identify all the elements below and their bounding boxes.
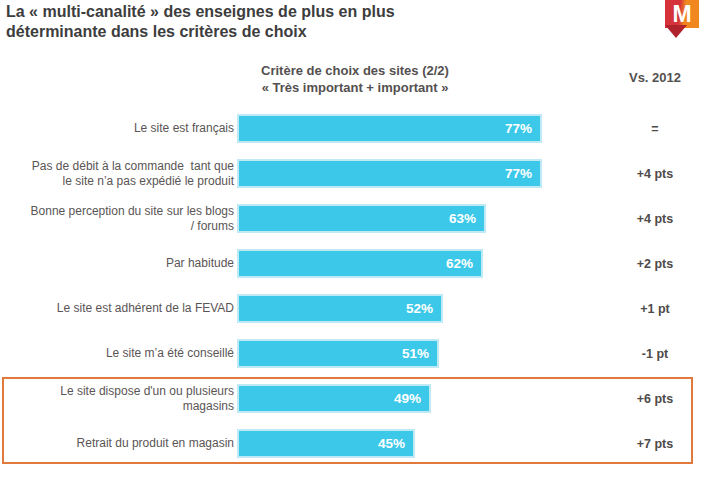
bar: 49% xyxy=(237,384,431,413)
bar-value-label: 51% xyxy=(402,346,437,361)
vs-2012-value: -1 pt xyxy=(592,347,718,361)
logo-arrow-icon xyxy=(665,25,687,38)
row-label: Retrait du produit en magasin xyxy=(0,436,234,451)
bar: 62% xyxy=(237,249,483,278)
chart-row: Pas de débit à la commande tant que le s… xyxy=(0,151,718,196)
bar-track: 52% xyxy=(237,294,592,323)
bar: 52% xyxy=(237,294,443,323)
slide: La « multi-canalité » des enseignes de p… xyxy=(0,0,718,483)
chart-row: Le site est français 77% = xyxy=(0,106,718,151)
vs-2012-value: +7 pts xyxy=(592,437,718,451)
bar-value-label: 77% xyxy=(505,121,540,136)
chart-row: Par habitude 62% +2 pts xyxy=(0,241,718,286)
bar-track: 62% xyxy=(237,249,592,278)
bar-track: 51% xyxy=(237,339,592,368)
mediametrie-logo: M xyxy=(665,0,699,40)
row-label: Le site est français xyxy=(0,121,234,136)
bar-value-label: 77% xyxy=(505,166,540,181)
chart-title: Critère de choix des sites (2/2) « Très … xyxy=(180,62,530,96)
bar-track: 77% xyxy=(237,159,592,188)
chart-row-highlighted: Le site dispose d'un ou plusieurs magasi… xyxy=(0,376,718,421)
bar-value-label: 52% xyxy=(406,301,441,316)
row-label: Le site dispose d'un ou plusieurs magasi… xyxy=(0,384,234,414)
row-label: Le site m’a été conseillé xyxy=(0,346,234,361)
vs-2012-value: +4 pts xyxy=(592,212,718,226)
bar-track: 63% xyxy=(237,204,592,233)
bar-track: 45% xyxy=(237,429,592,458)
bar-value-label: 45% xyxy=(378,436,413,451)
chart-row: Bonne perception du site sur les blogs /… xyxy=(0,196,718,241)
chart-row: Le site est adhérent de la FEVAD 52% +1 … xyxy=(0,286,718,331)
bar: 45% xyxy=(237,429,415,458)
chart-rows: Le site est français 77% = Pas de débit … xyxy=(0,106,718,466)
vs-2012-header: Vs. 2012 xyxy=(592,70,718,85)
logo-m-icon: M xyxy=(665,0,699,28)
bar-value-label: 49% xyxy=(394,391,429,406)
bar-value-label: 62% xyxy=(446,256,481,271)
row-label: Par habitude xyxy=(0,256,234,271)
row-label: Le site est adhérent de la FEVAD xyxy=(0,301,234,316)
row-label: Pas de débit à la commande tant que le s… xyxy=(0,159,234,189)
chart-row-highlighted: Retrait du produit en magasin 45% +7 pts xyxy=(0,421,718,466)
bar-value-label: 63% xyxy=(449,211,484,226)
page-title: La « multi-canalité » des enseignes de p… xyxy=(6,2,636,42)
vs-2012-value: = xyxy=(592,122,718,136)
bar: 77% xyxy=(237,114,542,143)
chart-row: Le site m’a été conseillé 51% -1 pt xyxy=(0,331,718,376)
row-label: Bonne perception du site sur les blogs /… xyxy=(0,204,234,234)
bar: 77% xyxy=(237,159,542,188)
vs-2012-value: +2 pts xyxy=(592,257,718,271)
vs-2012-value: +1 pt xyxy=(592,302,718,316)
bar: 51% xyxy=(237,339,439,368)
vs-2012-value: +4 pts xyxy=(592,167,718,181)
bar-track: 49% xyxy=(237,384,592,413)
bar: 63% xyxy=(237,204,486,233)
bar-track: 77% xyxy=(237,114,592,143)
vs-2012-value: +6 pts xyxy=(592,392,718,406)
